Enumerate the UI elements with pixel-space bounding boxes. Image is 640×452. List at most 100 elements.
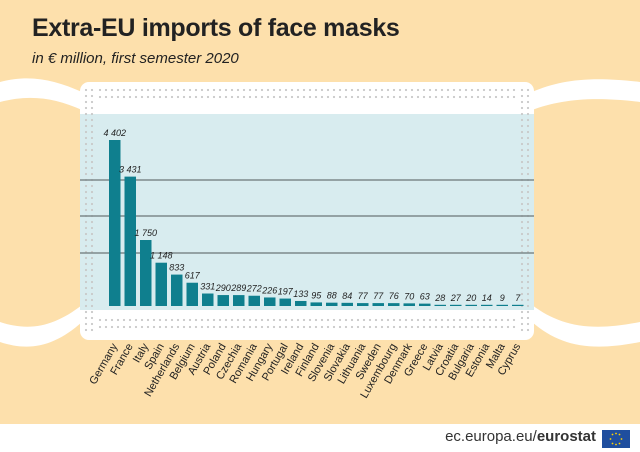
stitch-dot [410, 95, 414, 99]
stitch-dot [526, 106, 530, 110]
value-label: 95 [311, 290, 322, 300]
stitch-dot [470, 88, 474, 92]
stitch-dot [182, 95, 186, 99]
stitch-dot [266, 325, 270, 329]
stitch-dot [84, 136, 88, 140]
stitch-dot [200, 325, 204, 329]
stitch-dot [128, 325, 132, 329]
stitch-dot [242, 325, 246, 329]
stitch-dot [446, 95, 450, 99]
stitch-dot [90, 244, 94, 248]
stitch-dot [526, 196, 530, 200]
stitch-dot [200, 88, 204, 92]
stitch-dot [104, 318, 108, 322]
stitch-dot [526, 166, 530, 170]
stitch-dot [526, 124, 530, 128]
stitch-dot [506, 88, 510, 92]
stitch-dot [368, 325, 372, 329]
stitch-dot [122, 318, 126, 322]
stitch-dot [218, 95, 222, 99]
category-labels: GermanyFranceItalySpainNetherlandsBelgiu… [87, 341, 523, 401]
stitch-dot [308, 88, 312, 92]
stitch-dot [386, 88, 390, 92]
stitch-dot [248, 95, 252, 99]
mask-strap-right-top [532, 79, 640, 110]
stitch-dot [520, 196, 524, 200]
stitch-dot [526, 118, 530, 122]
stitch-dot [290, 325, 294, 329]
stitch-dot [134, 318, 138, 322]
stitch-dot [392, 318, 396, 322]
stitch-dot [386, 95, 390, 99]
stitch-dot [434, 318, 438, 322]
bar-denmark [403, 303, 415, 306]
stitch-dot [284, 88, 288, 92]
stitch-dot [266, 95, 270, 99]
stitch-dot [90, 310, 94, 314]
stitch-dot [90, 142, 94, 146]
source-link[interactable]: ec.europa.eu/eurostat [445, 428, 596, 445]
stitch-dot [526, 142, 530, 146]
stitch-dot [520, 160, 524, 164]
bar-cyprus [512, 304, 524, 306]
stitch-dot [368, 95, 372, 99]
stitch-dot [188, 95, 192, 99]
stitch-dot [520, 262, 524, 266]
stitch-dot [488, 95, 492, 99]
stitch-dot [90, 154, 94, 158]
stitch-dot [224, 88, 228, 92]
stitch-dot [84, 280, 88, 284]
stitch-dot [84, 298, 88, 302]
stitch-dot [470, 95, 474, 99]
stitch-dot [526, 202, 530, 206]
stitch-dot [482, 325, 486, 329]
stitch-dot [98, 318, 102, 322]
stitch-dot [506, 318, 510, 322]
stitch-dot [338, 88, 342, 92]
stitch-dot [90, 148, 94, 152]
value-label: 1 750 [134, 228, 157, 238]
stitch-dot [90, 112, 94, 116]
value-label: 20 [465, 293, 476, 303]
stitch-dot [452, 318, 456, 322]
stitch-dot [84, 166, 88, 170]
stitch-dot [194, 318, 198, 322]
stitch-dot [494, 95, 498, 99]
stitch-dot [526, 148, 530, 152]
stitch-dot [290, 88, 294, 92]
stitch-dot [84, 328, 88, 332]
stitch-dot [140, 88, 144, 92]
value-label: 197 [278, 287, 294, 297]
stitch-dot [84, 310, 88, 314]
stitch-dot [344, 325, 348, 329]
stitch-dot [520, 292, 524, 296]
stitch-dot [308, 325, 312, 329]
stitch-dot [230, 95, 234, 99]
stitch-dot [90, 106, 94, 110]
stitch-dot [520, 88, 524, 92]
stitch-dot [302, 88, 306, 92]
stitch-dot [326, 88, 330, 92]
bar-lithuania [357, 303, 369, 306]
stitch-dot [84, 256, 88, 260]
stitch-dot [116, 318, 120, 322]
stitch-dot [512, 95, 516, 99]
stitch-dot [458, 318, 462, 322]
stitch-dot [272, 325, 276, 329]
stitch-dot [350, 95, 354, 99]
bar-sweden [372, 303, 384, 306]
stitch-dot [140, 318, 144, 322]
chart-title: Extra-EU imports of face masks [32, 14, 400, 42]
stitch-dot [260, 318, 264, 322]
stitch-dot [410, 88, 414, 92]
stitch-dot [526, 160, 530, 164]
stitch-dot [84, 304, 88, 308]
stitch-dot [104, 95, 108, 99]
stitch-dot [520, 280, 524, 284]
bar-germany [109, 140, 121, 306]
stitch-dot [526, 238, 530, 242]
stitch-dot [278, 318, 282, 322]
value-label: 331 [200, 282, 215, 292]
stitch-dot [526, 136, 530, 140]
